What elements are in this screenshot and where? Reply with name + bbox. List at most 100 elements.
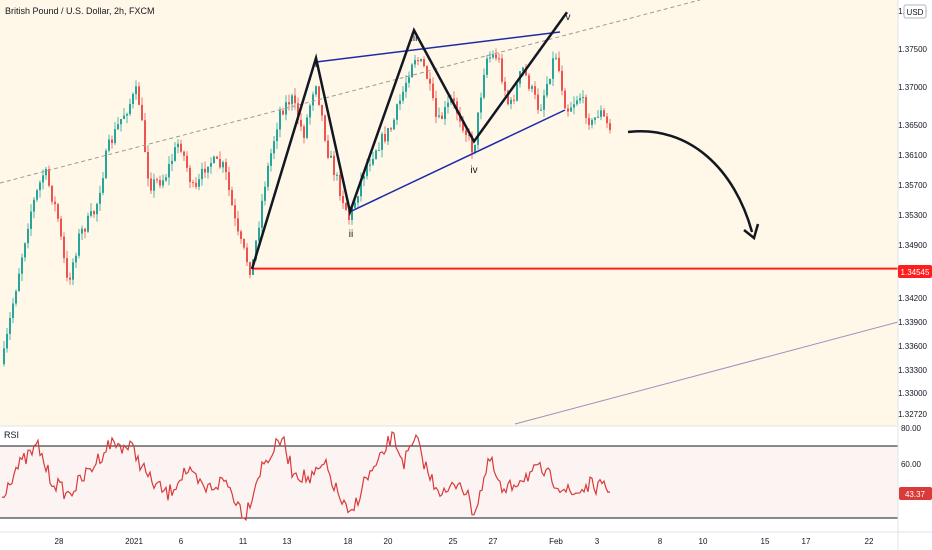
candle-body — [81, 228, 83, 234]
candle-body — [351, 207, 353, 220]
candle-body — [72, 262, 74, 280]
candle-body — [282, 110, 284, 115]
candle-body — [15, 291, 17, 304]
candle-body — [108, 139, 110, 151]
candle-body — [423, 59, 425, 67]
candle-body — [429, 78, 431, 84]
currency-badge[interactable] — [903, 4, 927, 19]
candle-body — [468, 134, 470, 136]
candle-body — [567, 108, 569, 112]
candle-body — [246, 247, 248, 263]
projection-arrow — [627, 130, 754, 233]
candle-body — [396, 104, 398, 120]
candle-body — [276, 129, 278, 142]
candle-body — [303, 126, 305, 138]
candle-body — [414, 60, 416, 65]
channel-bottom-line — [349, 109, 566, 213]
candle-body — [534, 86, 536, 95]
candle-body — [267, 165, 269, 187]
price-tick-label: 1.33000 — [898, 389, 927, 398]
candle-body — [333, 155, 335, 175]
candle-body — [135, 86, 137, 94]
candle-body — [153, 179, 155, 191]
candle-body — [579, 98, 581, 101]
candle-body — [453, 98, 455, 102]
currency-badge-text: USD — [907, 8, 924, 17]
candle-body — [510, 99, 512, 105]
wave-label-v: v — [566, 12, 571, 23]
arrow-head-icon — [743, 223, 760, 241]
price-tick-label: 1.35300 — [898, 211, 927, 220]
time-tick-label: 18 — [344, 537, 353, 546]
candle-body — [141, 104, 143, 121]
candle-body — [306, 117, 308, 138]
candle-body — [438, 115, 440, 117]
candle-body — [465, 130, 467, 135]
candle-body — [603, 110, 605, 117]
candle-body — [291, 95, 293, 105]
candle-body — [24, 243, 26, 258]
candle-body — [588, 117, 590, 125]
candle-body — [366, 165, 368, 177]
chart-title: British Pound / U.S. Dollar, 2h, FXCM — [5, 6, 155, 16]
rsi-line — [1, 431, 611, 522]
candle-body — [3, 348, 5, 365]
candle-body — [69, 277, 71, 280]
candle-body — [486, 58, 488, 75]
candle-body — [381, 133, 383, 150]
lower-trend-line — [514, 321, 899, 425]
time-axis[interactable]: 28 2021 6 11 13 18 20 25 27 Feb 3 8 10 15 17 22 — [55, 537, 874, 546]
time-tick-label: 15 — [761, 537, 770, 546]
candle-body — [216, 156, 218, 159]
time-tick-label: 10 — [699, 537, 708, 546]
candle-body — [36, 190, 38, 200]
candle-body — [54, 201, 56, 205]
candle-body — [207, 166, 209, 173]
candle-body — [447, 102, 449, 108]
candle-body — [477, 112, 479, 145]
candle-body — [369, 164, 371, 166]
candle-body — [138, 86, 140, 105]
candle-body — [144, 120, 146, 153]
candle-body — [591, 119, 593, 125]
price-tick-label: 1.33300 — [898, 366, 927, 375]
candle-body — [483, 74, 485, 98]
candle-body — [402, 91, 404, 101]
candle-body — [105, 150, 107, 179]
candle-body — [297, 103, 299, 120]
candle-body — [195, 182, 197, 187]
candle-body — [444, 107, 446, 119]
candle-body — [594, 117, 596, 120]
candle-body — [171, 160, 173, 164]
candle-body — [357, 196, 359, 203]
candle-body — [384, 133, 386, 142]
candle-body — [318, 86, 320, 105]
price-axis[interactable]: 1.378001.375001.370001.365001.361001.357… — [898, 7, 927, 419]
candle-body — [249, 262, 251, 275]
candle-body — [21, 257, 23, 274]
candle-body — [111, 139, 113, 144]
candle-body — [324, 115, 326, 141]
candle-body — [225, 162, 227, 173]
candle-body — [561, 70, 563, 91]
candle-body — [231, 190, 233, 206]
candle-body — [537, 94, 539, 110]
candle-body — [549, 78, 551, 84]
price-tick-label: 1.34200 — [898, 294, 927, 303]
candle-body — [60, 218, 62, 237]
time-tick-label: 8 — [658, 537, 663, 546]
candle-body — [417, 60, 419, 62]
candle-body — [531, 86, 533, 89]
candle-body — [204, 168, 206, 173]
candle-body — [336, 174, 338, 176]
candle-body — [441, 115, 443, 119]
rsi-axis[interactable]: 80.00 60.00 — [901, 424, 922, 469]
candle-body — [57, 204, 59, 219]
time-tick-label: 28 — [55, 537, 64, 546]
candle-body — [30, 211, 32, 229]
candle-body — [300, 119, 302, 127]
candle-body — [159, 180, 161, 186]
elliott-wave-line — [250, 11, 569, 270]
